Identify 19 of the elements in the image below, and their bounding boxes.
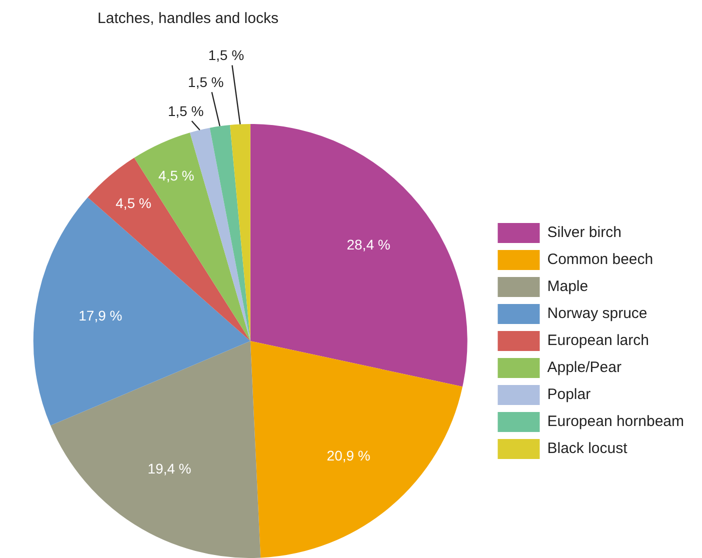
chart-title: Latches, handles and locks	[96, 10, 280, 27]
data-label: 20,9 %	[326, 448, 370, 464]
legend-label: Apple/Pear	[547, 359, 622, 376]
legend-label: European hornbeam	[547, 413, 684, 430]
legend-label: Maple	[547, 278, 588, 296]
data-label: 1,5 %	[188, 74, 224, 90]
data-label: 17,9 %	[78, 307, 122, 324]
legend-label: Silver birch	[547, 224, 622, 242]
legend-label: European larch	[547, 332, 649, 350]
legend-label: Norway spruce	[547, 305, 648, 322]
legend-label: Poplar	[547, 386, 591, 404]
data-label: 19,4 %	[148, 460, 192, 476]
legend-label: Black locust	[547, 440, 628, 458]
data-label: 4,5 %	[158, 168, 194, 184]
data-label: 1,5 %	[168, 102, 204, 119]
data-label: 28,4 %	[346, 236, 390, 252]
data-label: 1,5 %	[208, 47, 244, 64]
legend-label: Common beech	[547, 251, 654, 268]
data-label: 4,5 %	[116, 194, 152, 211]
